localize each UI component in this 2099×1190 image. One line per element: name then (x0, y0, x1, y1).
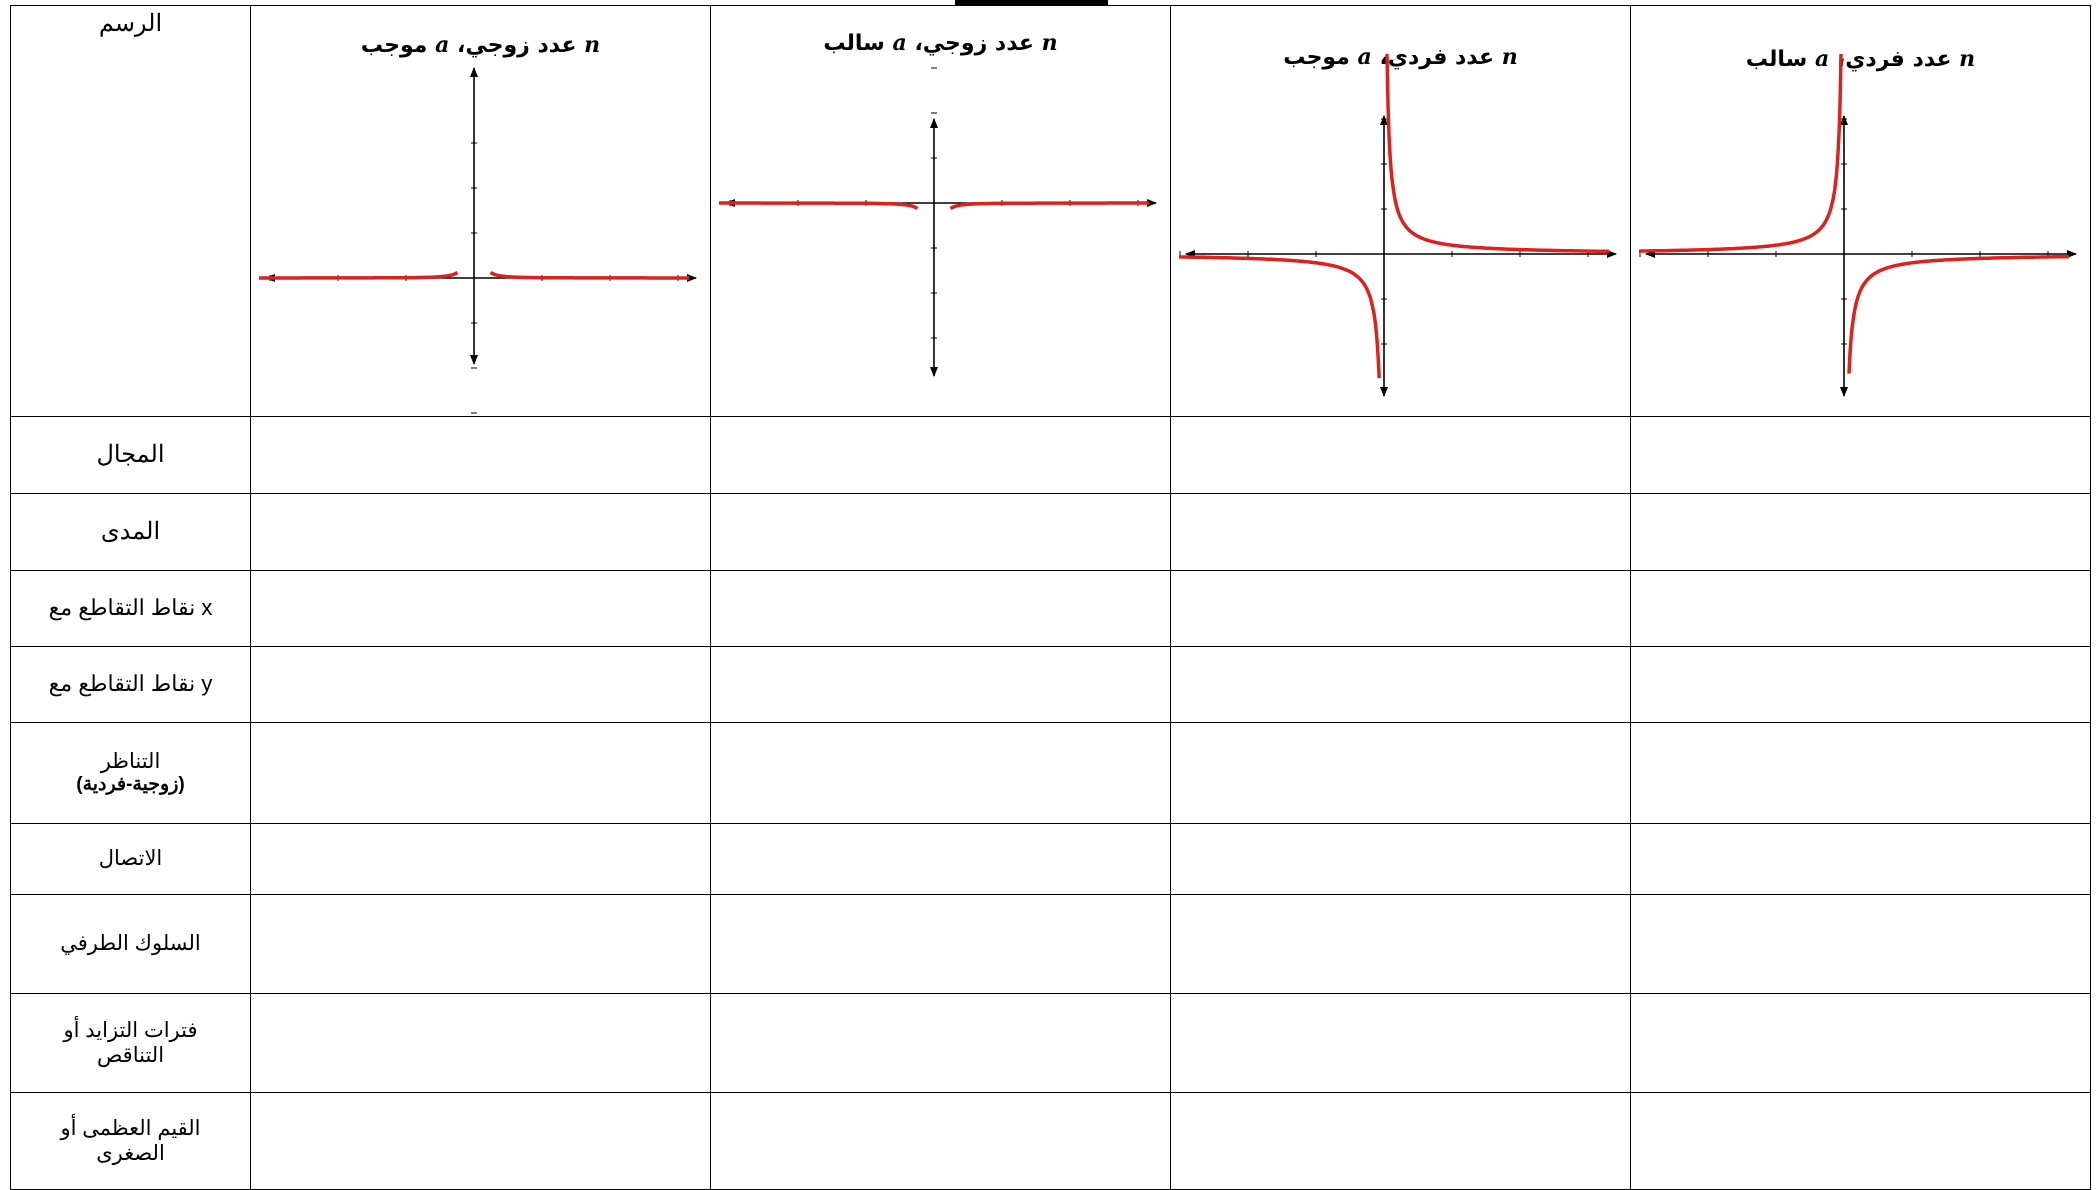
answer-cell[interactable] (710, 993, 1171, 1093)
answer-cell[interactable] (710, 646, 1171, 723)
curve-left-branch (1639, 53, 1843, 253)
row-label-y-intercepts: نقاط التقاطع مع y (10, 646, 251, 723)
table-row: نقاط التقاطع مع y (10, 646, 2091, 723)
curve-left-branch (719, 201, 919, 211)
answer-cell[interactable] (1630, 1092, 2091, 1190)
answer-cell[interactable] (1170, 646, 1631, 723)
answer-cell[interactable] (710, 1092, 1171, 1190)
answer-cell[interactable] (1170, 894, 1631, 994)
graph-cell-odd-negative: n عدد فردي، a سالب (1630, 5, 2091, 417)
answer-cell[interactable] (250, 993, 711, 1093)
row-label-symmetry: التناظر (زوجية-فردية) (10, 722, 251, 824)
graph-plot-even-positive (259, 67, 697, 414)
answer-cell[interactable] (250, 646, 711, 723)
table-row: السلوك الطرفي (10, 894, 2091, 994)
answer-cell[interactable] (250, 570, 711, 647)
answer-cell[interactable] (1170, 823, 1631, 895)
properties-table: الرسم n عدد زوجي، a موجب n عدد زوج (10, 5, 2091, 1190)
graph-cell-odd-positive: n عدد فردي، a موجب (1170, 5, 1631, 417)
curve-right-branch (1385, 53, 1609, 254)
top-border-bar (955, 0, 1108, 5)
table-row: نقاط التقاطع مع x (10, 570, 2091, 647)
curve-left-branch (1179, 255, 1381, 379)
answer-cell[interactable] (250, 1092, 711, 1190)
table-row: فترات التزايد أو التناقص (10, 993, 2091, 1093)
answer-cell[interactable] (1630, 894, 2091, 994)
table-row: المجال (10, 416, 2091, 494)
power-functions-table: الرسم n عدد زوجي، a موجب n عدد زوج (10, 5, 2091, 1190)
graph-plot-odd-positive (1179, 53, 1617, 397)
graph-row-label: الرسم (10, 5, 251, 417)
row-label-increasing-decreasing: فترات التزايد أو التناقص (10, 993, 251, 1093)
answer-cell[interactable] (1170, 1092, 1631, 1190)
curve-left-branch (259, 270, 459, 280)
answer-cell[interactable] (710, 894, 1171, 994)
row-label-range: المدى (10, 493, 251, 571)
table-row: القيم العظمى أو الصغرى (10, 1092, 2091, 1190)
answer-cell[interactable] (250, 493, 711, 571)
graph-row: الرسم n عدد زوجي، a موجب n عدد زوج (10, 5, 2091, 417)
answer-cell[interactable] (250, 722, 711, 824)
answer-cell[interactable] (250, 416, 711, 494)
row-label-end-behavior: السلوك الطرفي (10, 894, 251, 994)
row-label-extrema: القيم العظمى أو الصغرى (10, 1092, 251, 1190)
graph-cell-even-positive: n عدد زوجي، a موجب (250, 5, 711, 417)
table-row: الاتصال (10, 823, 2091, 895)
answer-cell[interactable] (710, 722, 1171, 824)
answer-cell[interactable] (1170, 416, 1631, 494)
answer-cell[interactable] (1630, 646, 2091, 723)
graph-title: n عدد فردي، a سالب (1745, 46, 1976, 72)
answer-cell[interactable] (1170, 993, 1631, 1093)
answer-cell[interactable] (1170, 570, 1631, 647)
answer-cell[interactable] (710, 570, 1171, 647)
answer-cell[interactable] (250, 823, 711, 895)
table-row: التناظر (زوجية-فردية) (10, 722, 2091, 824)
graph-plot-even-negative (719, 67, 1157, 377)
table-row: المدى (10, 493, 2091, 571)
answer-cell[interactable] (1630, 823, 2091, 895)
answer-cell[interactable] (1170, 493, 1631, 571)
row-label-x-intercepts: نقاط التقاطع مع x (10, 570, 251, 647)
graph-title: n عدد زوجي، a موجب (360, 32, 601, 58)
answer-cell[interactable] (710, 416, 1171, 494)
answer-cell[interactable] (1630, 993, 2091, 1093)
answer-cell[interactable] (710, 823, 1171, 895)
answer-cell[interactable] (710, 493, 1171, 571)
row-label-domain: المجال (10, 416, 251, 494)
curve-right-branch (489, 270, 689, 280)
answer-cell[interactable] (1630, 493, 2091, 571)
curve-right-branch (1847, 254, 2069, 374)
answer-cell[interactable] (1630, 722, 2091, 824)
answer-cell[interactable] (1630, 570, 2091, 647)
answer-cell[interactable] (1630, 416, 2091, 494)
answer-cell[interactable] (250, 894, 711, 994)
graph-cell-even-negative: n عدد زوجي، a سالب (710, 5, 1171, 417)
answer-cell[interactable] (1170, 722, 1631, 824)
graph-title: n عدد زوجي، a سالب (823, 30, 1058, 56)
graph-title: n عدد فردي، a موجب (1283, 44, 1518, 70)
row-label-continuity: الاتصال (10, 823, 251, 895)
curve-right-branch (949, 201, 1149, 211)
graph-plot-odd-negative (1639, 53, 2077, 397)
